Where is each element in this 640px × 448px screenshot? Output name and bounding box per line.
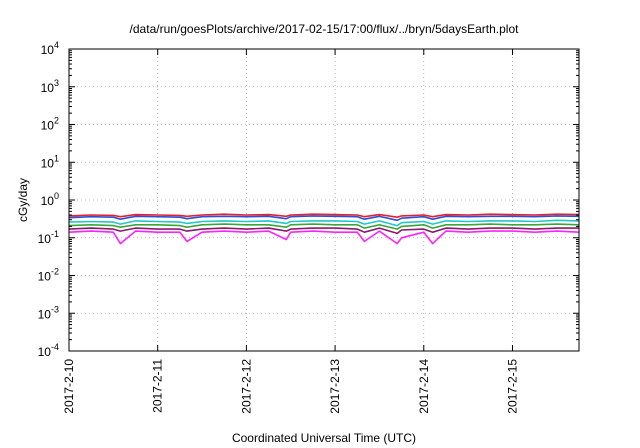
- y-tick-label: 10-4: [38, 342, 59, 359]
- y-tick-label: 10-2: [38, 267, 59, 284]
- x-tick-label: 2017-2-10: [62, 359, 76, 414]
- series-line: [68, 213, 580, 218]
- series-line: [68, 230, 580, 245]
- y-tick-label: 10-3: [38, 304, 59, 321]
- x-tick-label: 2017-2-13: [328, 359, 342, 414]
- x-axis-ticks: 2017-2-10 2017-2-11 2017-2-12 2017-2-13 2017…: [62, 49, 519, 414]
- series-line: [68, 223, 580, 230]
- chart-title: /data/run/goesPlots/archive/2017-02-15/1…: [130, 22, 520, 36]
- y-tick-label: 102: [41, 116, 59, 133]
- grid: [69, 49, 579, 351]
- x-tick-label: 2017-2-12: [239, 359, 253, 414]
- y-axis-ticks: 10-4 10-3 10-2 10-1 100 101 102 103 104: [38, 40, 579, 359]
- x-tick-label: 2017-2-15: [505, 359, 519, 414]
- y-tick-label: 101: [41, 153, 59, 170]
- series-line: [68, 215, 580, 222]
- y-tick-label: 104: [41, 40, 59, 57]
- series-line: [68, 227, 579, 235]
- x-axis-label: Coordinated Universal Time (UTC): [232, 431, 416, 445]
- x-tick-label: 2017-2-14: [417, 359, 431, 414]
- series-line: [68, 219, 580, 227]
- y-axis-label: cGy/day: [16, 178, 30, 222]
- y-tick-label: 100: [41, 191, 59, 208]
- y-tick-label: 103: [41, 78, 59, 95]
- x-tick-label: 2017-2-11: [151, 359, 165, 413]
- plot-series: [68, 213, 580, 245]
- y-tick-label: 10-1: [38, 229, 59, 246]
